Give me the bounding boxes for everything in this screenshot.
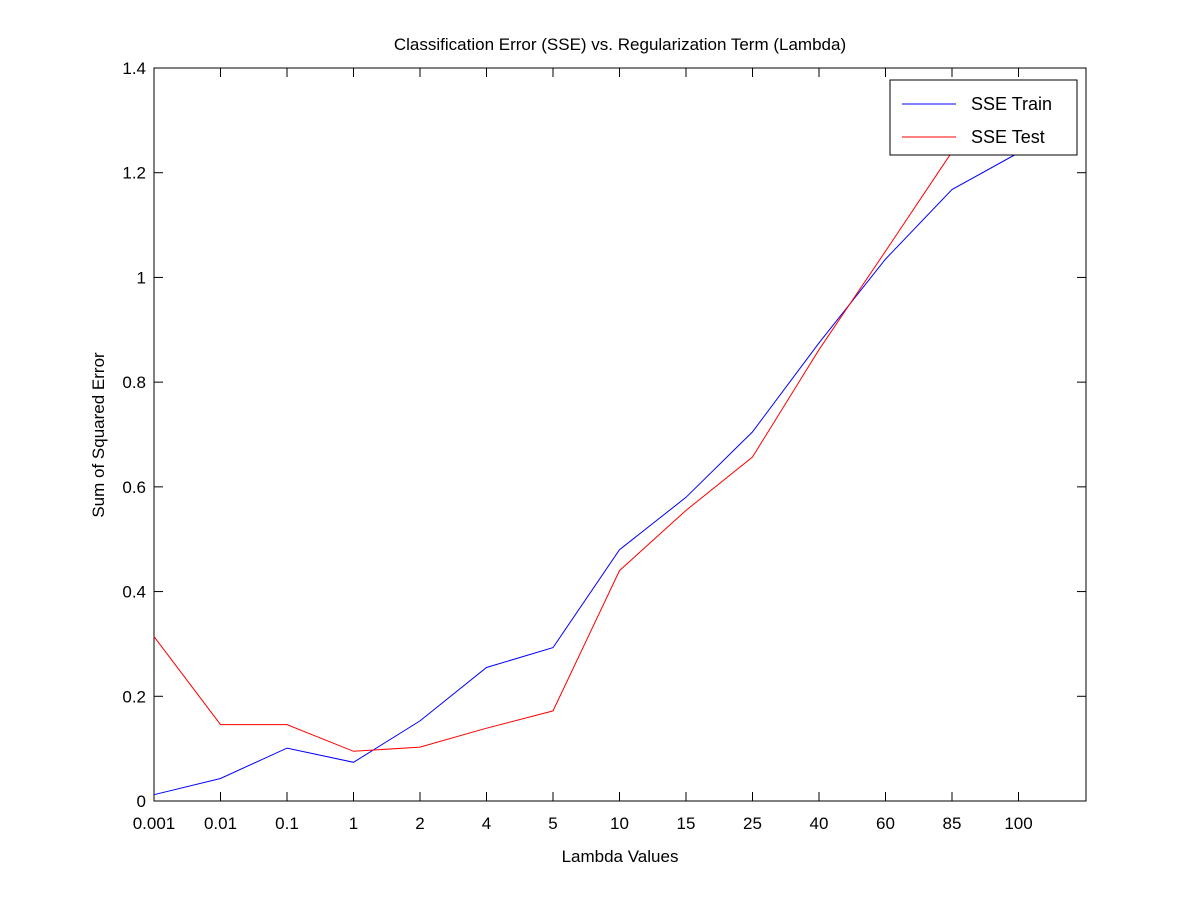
legend-entry: SSE Test	[971, 127, 1045, 147]
x-tick-label: 0.001	[133, 814, 176, 833]
y-tick-label: 0.8	[122, 373, 146, 392]
y-tick-label: 1.2	[122, 164, 146, 183]
x-axis-label: Lambda Values	[562, 847, 679, 866]
x-tick-label: 2	[415, 814, 424, 833]
x-tick-label: 10	[610, 814, 629, 833]
x-tick-label: 0.1	[275, 814, 299, 833]
y-axis-label: Sum of Squared Error	[89, 352, 108, 518]
series-line-train	[153, 152, 1019, 796]
legend-entry: SSE Train	[971, 94, 1052, 114]
x-tick-label: 25	[743, 814, 762, 833]
x-tick-label: 40	[810, 814, 829, 833]
y-tick-label: 0.4	[122, 583, 146, 602]
y-tick-label: 1.4	[122, 59, 146, 78]
x-tick-label: 15	[677, 814, 696, 833]
x-tick-label: 85	[943, 814, 962, 833]
y-tick-label: 0.2	[122, 687, 146, 706]
legend-box	[889, 79, 1078, 156]
chart-title: Classification Error (SSE) vs. Regulariz…	[394, 35, 846, 54]
series-line-test	[153, 119, 1019, 752]
plot-area-frame	[153, 67, 1087, 802]
x-tick-label: 5	[548, 814, 557, 833]
x-tick-label: 0.01	[204, 814, 237, 833]
y-tick-label: 0.6	[122, 478, 146, 497]
x-tick-label: 100	[1004, 814, 1032, 833]
x-tick-label: 4	[482, 814, 491, 833]
y-tick-label: 0	[137, 792, 146, 811]
x-tick-label: 60	[876, 814, 895, 833]
legend: SSE Train SSE Test	[889, 79, 1078, 156]
y-tick-label: 1	[137, 268, 146, 287]
x-tick-label: 1	[349, 814, 358, 833]
